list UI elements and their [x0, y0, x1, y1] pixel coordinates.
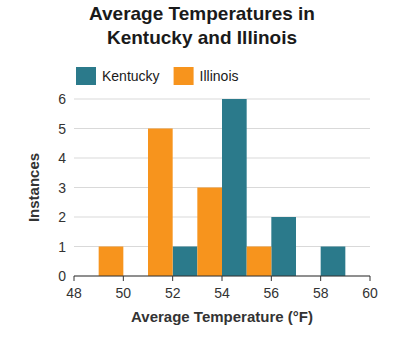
x-tick-label: 60	[362, 285, 378, 301]
legend-swatch	[174, 67, 194, 85]
x-tick	[123, 276, 124, 281]
title-line: Average Temperatures in	[89, 3, 315, 24]
x-tick	[172, 276, 173, 281]
bar	[148, 129, 173, 277]
x-tick-label: 56	[264, 285, 280, 301]
x-tick-label: 54	[214, 285, 230, 301]
x-tick-label: 58	[313, 285, 329, 301]
y-tick-label: 6	[58, 91, 66, 107]
bar	[247, 247, 272, 277]
x-tick-label: 48	[66, 285, 82, 301]
legend-entry: Illinois	[174, 67, 239, 85]
legend-label: Illinois	[200, 68, 239, 84]
title-line: Kentucky and Illinois	[107, 27, 297, 48]
bar	[99, 247, 124, 277]
x-tick	[271, 276, 272, 281]
bars	[99, 99, 346, 276]
chart: Average Temperatures in Kentucky and Illi…	[0, 0, 405, 339]
y-tick-label: 4	[58, 150, 66, 166]
y-tick-label: 3	[58, 180, 66, 196]
bar	[197, 188, 222, 277]
y-tick-label: 5	[58, 121, 66, 137]
bar	[222, 99, 247, 276]
x-tick-label: 52	[165, 285, 181, 301]
title: Average Temperatures in Kentucky and Illi…	[89, 3, 315, 48]
x-tick	[74, 276, 75, 281]
x-tick	[320, 276, 321, 281]
legend-entry: Kentucky	[76, 67, 160, 85]
legend-label: Kentucky	[102, 68, 160, 84]
y-tick-label: 0	[58, 268, 66, 284]
legend-swatch	[76, 67, 96, 85]
x-tick	[370, 276, 371, 281]
y-axis-label: Instances	[25, 153, 42, 222]
bar	[321, 247, 346, 277]
x-axis-label: Average Temperature (°F)	[131, 308, 313, 325]
bar	[271, 217, 296, 276]
y-tick-label: 1	[58, 239, 66, 255]
x-tick-label: 50	[116, 285, 132, 301]
y-tick-label: 2	[58, 209, 66, 225]
x-tick	[222, 276, 223, 281]
bar	[173, 247, 198, 277]
